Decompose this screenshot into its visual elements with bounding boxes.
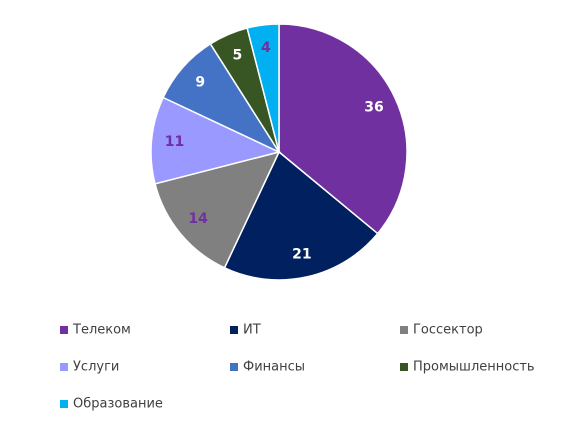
pie-slice [150, 96, 282, 185]
pie-slice [246, 23, 280, 153]
legend-marker [60, 363, 68, 371]
legend-label: Промышленность [413, 360, 535, 375]
legend-label: Образование [73, 397, 163, 412]
data-label: 14 [188, 211, 208, 227]
legend-label: ИТ [243, 323, 261, 338]
legend-marker [400, 363, 408, 371]
data-label: 9 [195, 75, 205, 91]
legend-label: Финансы [243, 360, 305, 375]
legend-marker [60, 400, 68, 408]
data-label: 11 [165, 134, 184, 150]
legend-marker [400, 326, 408, 334]
legend-label: Госсектор [413, 323, 483, 338]
pie-slice [154, 150, 281, 269]
legend-marker [60, 326, 68, 334]
data-label: 4 [261, 40, 271, 56]
data-label: 5 [232, 48, 242, 64]
legend-label: Услуги [73, 360, 119, 375]
pie-slice [223, 150, 379, 281]
legend-marker [230, 326, 238, 334]
data-label: 21 [292, 246, 311, 262]
pie-slice [278, 23, 408, 235]
legend-marker [230, 363, 238, 371]
legend-label: Телеком [72, 323, 131, 338]
data-label: 36 [364, 99, 383, 115]
